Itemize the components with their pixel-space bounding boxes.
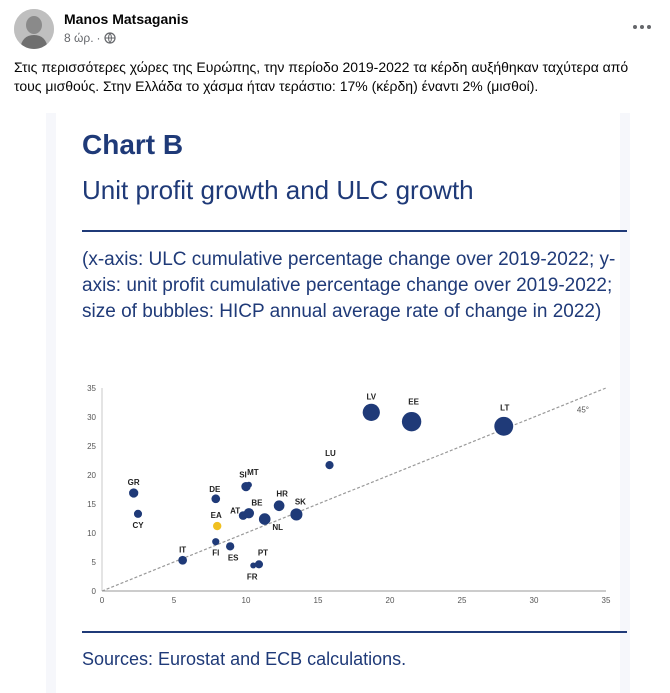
- data-point-lt: [494, 416, 514, 436]
- point-label-mt: MT: [247, 468, 259, 477]
- point-label-lu: LU: [325, 449, 336, 458]
- avatar-image: [14, 9, 54, 49]
- data-point-ee: [401, 411, 422, 432]
- data-point-fr: [250, 562, 257, 569]
- data-point-ea: [213, 521, 222, 531]
- reference-line-label: 45°: [577, 405, 589, 414]
- more-dot: [633, 25, 637, 29]
- point-label-hr: HR: [276, 490, 288, 499]
- data-point-fi: [212, 538, 220, 546]
- meta-separator: ·: [96, 31, 101, 45]
- data-point-sk: [290, 508, 303, 521]
- x-tick-label: 15: [314, 596, 323, 605]
- divider: [82, 230, 627, 232]
- point-label-ea: EA: [211, 511, 222, 520]
- post-header: Manos Matsaganis 8 ώρ. ·: [14, 9, 656, 53]
- author-name[interactable]: Manos Matsaganis: [64, 11, 189, 27]
- point-label-lv: LV: [366, 392, 376, 401]
- scatter-plot: 0 5 10 15 20 25 30 35 0 5 10 15 20 25 30 35 45° GR CY IT DE E…: [87, 384, 611, 605]
- data-point-nl: [258, 513, 271, 525]
- y-tick-label: 35: [87, 384, 96, 393]
- data-point-hr: [273, 500, 285, 512]
- point-label-sk: SK: [295, 497, 306, 506]
- y-tick-label: 20: [87, 471, 96, 480]
- data-point-it: [178, 555, 187, 565]
- y-tick-label: 25: [87, 442, 96, 451]
- point-label-at: AT: [230, 507, 240, 516]
- data-point-be: [243, 508, 255, 519]
- post-meta: 8 ώρ. ·: [64, 31, 116, 45]
- point-label-be: BE: [251, 498, 263, 507]
- y-tick-label: 0: [92, 587, 97, 596]
- more-dot: [640, 25, 644, 29]
- reference-line: [101, 387, 607, 592]
- data-point-es: [226, 542, 235, 551]
- divider: [82, 631, 627, 633]
- more-options-icon[interactable]: [628, 13, 656, 41]
- point-label-it: IT: [179, 545, 186, 554]
- point-label-nl: NL: [272, 523, 283, 532]
- data-point-mt: [245, 481, 252, 488]
- chart-subtitle: (x-axis: ULC cumulative percentage chang…: [82, 249, 616, 322]
- data-point-cy: [133, 509, 143, 518]
- globe-icon[interactable]: [103, 32, 116, 44]
- post-time[interactable]: 8 ώρ.: [64, 31, 94, 45]
- y-tick-label: 10: [87, 529, 96, 538]
- y-tick-label: 15: [87, 500, 96, 509]
- chart-source: Sources: Eurostat and ECB calculations.: [82, 649, 407, 669]
- x-tick-label: 5: [172, 596, 177, 605]
- chart-title: Unit profit growth and ULC growth: [82, 175, 474, 205]
- point-label-pt: PT: [258, 548, 268, 557]
- chart-image[interactable]: Chart B Unit profit growth and ULC growt…: [46, 113, 630, 693]
- y-tick-label: 5: [92, 558, 97, 567]
- x-tick-label: 35: [602, 596, 611, 605]
- data-point-de: [211, 494, 221, 504]
- post-text: Στις περισσότερες χώρες της Ευρώπης, την…: [14, 59, 629, 94]
- point-label-de: DE: [209, 485, 221, 494]
- more-dot: [647, 25, 651, 29]
- point-label-es: ES: [228, 553, 239, 562]
- x-tick-label: 0: [100, 596, 105, 605]
- data-point-pt: [254, 560, 264, 569]
- x-tick-label: 20: [386, 596, 395, 605]
- x-tick-label: 10: [242, 596, 251, 605]
- point-label-ee: EE: [408, 398, 419, 407]
- data-point-lu: [325, 461, 334, 470]
- x-tick-label: 25: [458, 596, 467, 605]
- point-label-fi: FI: [212, 549, 219, 558]
- point-label-gr: GR: [128, 478, 140, 487]
- point-label-fr: FR: [247, 572, 258, 581]
- data-point-lv: [362, 403, 380, 421]
- chart-label: Chart B: [82, 129, 184, 160]
- point-label-cy: CY: [132, 521, 144, 530]
- y-tick-label: 30: [87, 413, 96, 422]
- point-label-si: SI: [239, 471, 247, 480]
- data-point-gr: [129, 488, 139, 498]
- point-label-lt: LT: [500, 403, 509, 412]
- x-tick-label: 30: [530, 596, 539, 605]
- avatar[interactable]: [14, 9, 54, 49]
- chart-panel: Chart B Unit profit growth and ULC growt…: [56, 113, 627, 693]
